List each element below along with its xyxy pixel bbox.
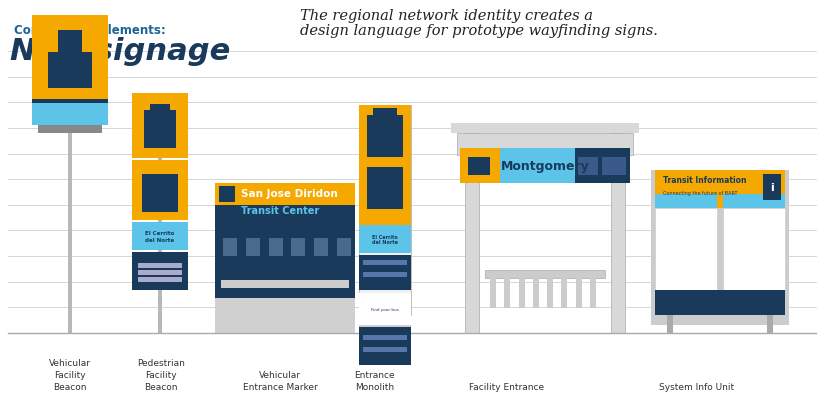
- Bar: [32, 104, 108, 126]
- Text: Entrance
Monolith: Entrance Monolith: [354, 370, 396, 391]
- Bar: [215, 184, 355, 298]
- Bar: [359, 106, 411, 225]
- Bar: [504, 276, 510, 308]
- Bar: [215, 298, 355, 333]
- Text: System Info Unit: System Info Unit: [658, 382, 734, 391]
- Bar: [246, 239, 260, 256]
- Bar: [68, 129, 72, 333]
- Text: i: i: [770, 182, 774, 192]
- Bar: [373, 109, 397, 121]
- Bar: [465, 134, 479, 333]
- Bar: [575, 149, 630, 184]
- Bar: [221, 280, 349, 288]
- Bar: [590, 276, 596, 308]
- Bar: [367, 168, 403, 209]
- Text: Transit Information: Transit Information: [663, 176, 747, 185]
- Bar: [460, 149, 500, 184]
- Bar: [667, 315, 673, 333]
- Bar: [359, 106, 411, 315]
- Bar: [132, 160, 188, 221]
- Bar: [359, 315, 411, 333]
- Bar: [363, 260, 407, 265]
- Bar: [138, 270, 182, 275]
- Bar: [359, 293, 411, 325]
- Bar: [132, 223, 188, 250]
- Text: Core project elements:: Core project elements:: [14, 24, 166, 37]
- Bar: [359, 327, 411, 365]
- Bar: [367, 116, 403, 158]
- Bar: [274, 293, 286, 333]
- Text: Connecting the future of BART: Connecting the future of BART: [663, 191, 737, 196]
- Bar: [460, 149, 630, 184]
- Bar: [561, 276, 568, 308]
- Bar: [58, 31, 82, 53]
- Bar: [48, 53, 92, 81]
- Bar: [292, 239, 306, 256]
- Text: Transit Center: Transit Center: [241, 205, 319, 215]
- Bar: [132, 252, 188, 290]
- Bar: [602, 158, 626, 176]
- Bar: [763, 174, 781, 200]
- Bar: [723, 209, 785, 290]
- Bar: [363, 335, 407, 340]
- Text: El Cerrito
del Norte: El Cerrito del Norte: [372, 234, 398, 245]
- Bar: [655, 290, 785, 315]
- Bar: [651, 170, 789, 325]
- Bar: [655, 209, 717, 290]
- Bar: [142, 174, 178, 213]
- Text: design language for prototype wayfinding signs.: design language for prototype wayfinding…: [300, 24, 658, 38]
- Bar: [48, 75, 92, 89]
- Bar: [158, 159, 162, 333]
- Bar: [655, 194, 717, 209]
- Text: Find your bus: Find your bus: [371, 307, 399, 311]
- Bar: [337, 239, 351, 256]
- Bar: [533, 276, 539, 308]
- Bar: [578, 158, 598, 176]
- Bar: [223, 239, 237, 256]
- Bar: [215, 184, 355, 205]
- Bar: [485, 270, 605, 278]
- Bar: [138, 277, 182, 282]
- Bar: [132, 94, 188, 159]
- Text: Pedestrian
Facility
Beacon: Pedestrian Facility Beacon: [137, 358, 185, 391]
- Text: Vehicular
Facility
Beacon: Vehicular Facility Beacon: [49, 358, 91, 391]
- Bar: [490, 276, 496, 308]
- Bar: [359, 255, 411, 290]
- Bar: [269, 239, 283, 256]
- Bar: [576, 276, 582, 308]
- Bar: [611, 134, 625, 333]
- Bar: [38, 126, 102, 134]
- Bar: [219, 207, 235, 223]
- Bar: [363, 272, 407, 277]
- Bar: [451, 124, 639, 134]
- Text: Vehicular
Entrance Marker: Vehicular Entrance Marker: [243, 370, 317, 391]
- Bar: [723, 194, 785, 209]
- Bar: [547, 276, 553, 308]
- Bar: [32, 100, 108, 104]
- Bar: [767, 315, 773, 333]
- Bar: [655, 170, 785, 209]
- Text: New signage: New signage: [10, 37, 230, 66]
- Bar: [32, 16, 108, 126]
- Bar: [144, 111, 176, 149]
- Bar: [138, 263, 182, 268]
- Bar: [518, 276, 525, 308]
- Bar: [314, 239, 328, 256]
- Text: San Jose Diridon: San Jose Diridon: [241, 188, 338, 198]
- Text: El Cerrito
del Norte: El Cerrito del Norte: [145, 231, 175, 242]
- Text: Montgomery: Montgomery: [501, 160, 589, 173]
- Bar: [150, 105, 170, 117]
- Bar: [363, 347, 407, 352]
- Bar: [359, 225, 411, 253]
- Text: Facility Entrance: Facility Entrance: [469, 382, 545, 391]
- Text: 65 Cahill Street: 65 Cahill Street: [223, 282, 265, 287]
- Bar: [219, 186, 235, 203]
- Bar: [457, 134, 633, 156]
- Bar: [468, 158, 490, 176]
- Text: The regional network identity creates a: The regional network identity creates a: [300, 9, 593, 23]
